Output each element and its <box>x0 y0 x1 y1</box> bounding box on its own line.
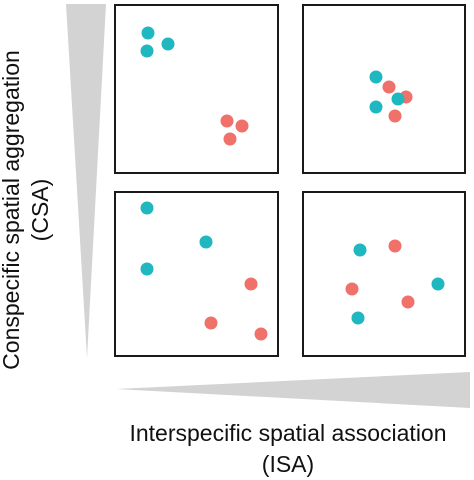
panel-top-right <box>302 4 466 174</box>
teal-point <box>353 243 367 257</box>
teal-point <box>140 201 154 215</box>
isa-axis-label: Interspecific spatial association (ISA) <box>129 418 446 480</box>
teal-point <box>140 44 154 58</box>
salmon-point <box>223 132 237 146</box>
csa-label-line2: (CSA) <box>27 178 53 242</box>
teal-point <box>431 277 445 291</box>
salmon-point <box>235 119 249 133</box>
teal-point <box>391 92 405 106</box>
teal-point <box>369 100 383 114</box>
teal-point <box>199 235 213 249</box>
csa-gradient-wedge <box>66 4 106 358</box>
salmon-point <box>254 327 268 341</box>
salmon-point <box>220 114 234 128</box>
panel-top-left <box>114 4 279 174</box>
csa-label-line1: Conspecific spatial aggregation <box>0 50 24 370</box>
teal-point <box>351 311 365 325</box>
salmon-point <box>345 282 359 296</box>
isa-label-line2: (ISA) <box>261 451 315 477</box>
salmon-point <box>388 239 402 253</box>
salmon-point <box>388 109 402 123</box>
salmon-point <box>244 277 258 291</box>
csa-wedge-shape <box>66 4 106 358</box>
isa-label-line1: Interspecific spatial association <box>129 420 447 446</box>
panel-bottom-left <box>114 191 279 357</box>
teal-point <box>161 37 175 51</box>
isa-wedge-shape <box>116 372 470 408</box>
salmon-point <box>401 295 415 309</box>
teal-point <box>369 70 383 84</box>
csa-axis-label: Conspecific spatial aggregation (CSA) <box>0 50 55 370</box>
salmon-point <box>204 316 218 330</box>
teal-point <box>140 262 154 276</box>
salmon-point <box>382 80 396 94</box>
teal-point <box>141 26 155 40</box>
panel-bottom-right <box>302 191 466 357</box>
isa-gradient-wedge <box>116 372 470 408</box>
